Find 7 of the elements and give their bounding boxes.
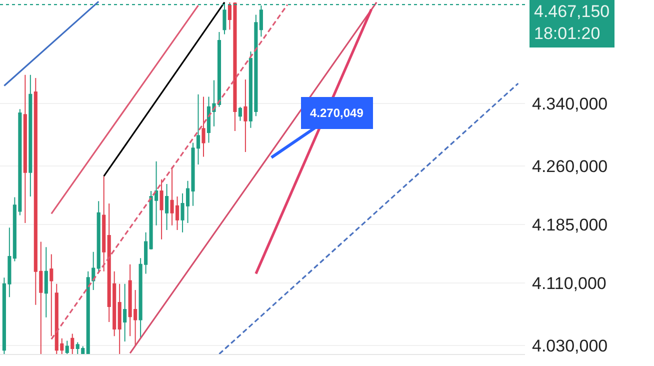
annotation: 4.270,049: [310, 106, 364, 120]
y-tick-label: 4.185,000: [532, 216, 608, 235]
ref-line-label: 4.467,150 18:01:20: [534, 2, 610, 44]
y-tick-label: 4.030,000: [532, 336, 608, 356]
y-tick-label: 4.110,000: [532, 274, 606, 293]
y-tick-label: 4.340,000: [532, 94, 608, 114]
y-tick-label: 4.260,000: [532, 157, 608, 176]
